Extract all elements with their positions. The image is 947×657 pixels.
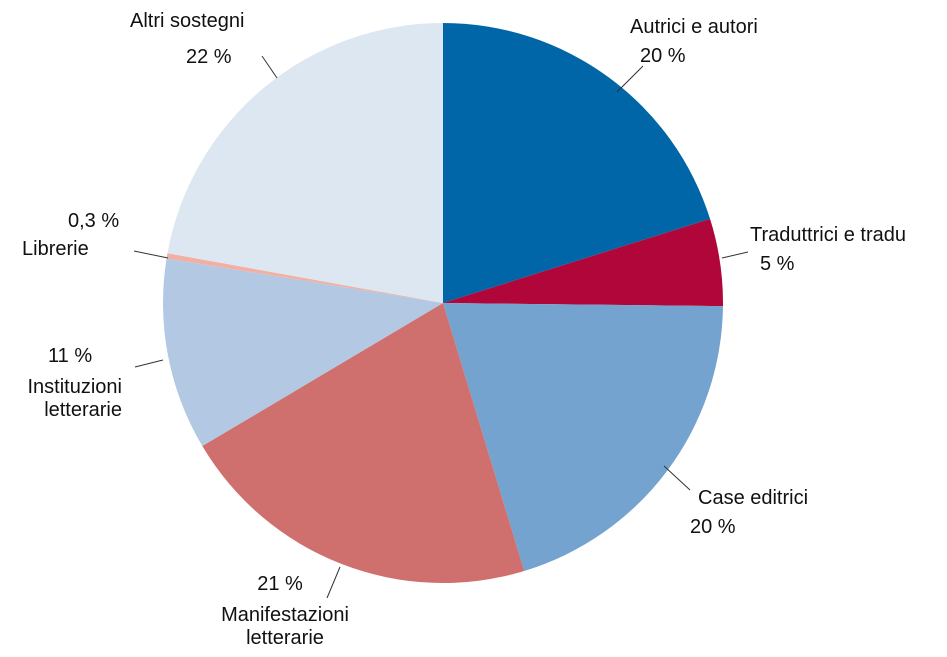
- pie-slice: [443, 23, 711, 303]
- slice-label: Autrici e autori: [630, 16, 758, 38]
- leader-line: [616, 65, 644, 93]
- value-label: 0,3 %: [68, 210, 120, 232]
- value-label: 21 %: [257, 573, 303, 595]
- slice-label: Case editrici: [698, 487, 809, 509]
- slice-label: Manifestazioni letterarie: [221, 604, 349, 649]
- value-label: 11 %: [48, 345, 93, 367]
- value-label: 20 %: [690, 516, 736, 538]
- pie-slice: [443, 303, 723, 571]
- value-label: 22 %: [186, 46, 232, 68]
- value-label: 5 %: [760, 253, 795, 275]
- leader-line: [133, 250, 169, 259]
- slice-label: Traduttrici e tradu: [750, 224, 906, 246]
- pie-slice: [167, 23, 444, 303]
- slice-label: Altri sostegni: [130, 10, 245, 32]
- leader-line: [326, 566, 341, 599]
- leader-line: [663, 465, 691, 491]
- slice-label: Librerie: [22, 238, 89, 260]
- leader-line: [261, 55, 278, 79]
- slice-label: Instituzioni letterarie: [27, 376, 123, 421]
- leader-line: [134, 359, 164, 368]
- value-label: 20 %: [640, 45, 686, 67]
- pie-slice: [166, 253, 444, 303]
- pie-slice: [202, 303, 525, 583]
- pie-slice: [163, 258, 443, 447]
- leader-line: [721, 251, 749, 259]
- pie-slice: [443, 218, 723, 307]
